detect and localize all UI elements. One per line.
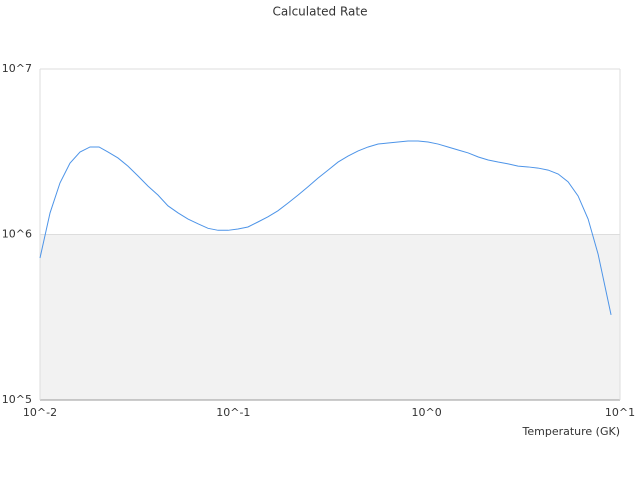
x-axis-label: Temperature (GK) xyxy=(522,425,621,438)
y-tick-label: 10^5 xyxy=(2,393,32,406)
x-tick-label: 10^1 xyxy=(605,406,635,419)
data-line xyxy=(39,140,612,315)
x-tick-label: 10^-1 xyxy=(216,406,250,419)
chart-title: Calculated Rate xyxy=(273,5,368,19)
plot-band xyxy=(40,234,620,400)
y-tick-label: 10^6 xyxy=(2,228,32,241)
x-tick-label: 10^0 xyxy=(412,406,442,419)
x-tick-label: 10^-2 xyxy=(23,406,57,419)
y-tick-label: 10^7 xyxy=(2,62,32,75)
